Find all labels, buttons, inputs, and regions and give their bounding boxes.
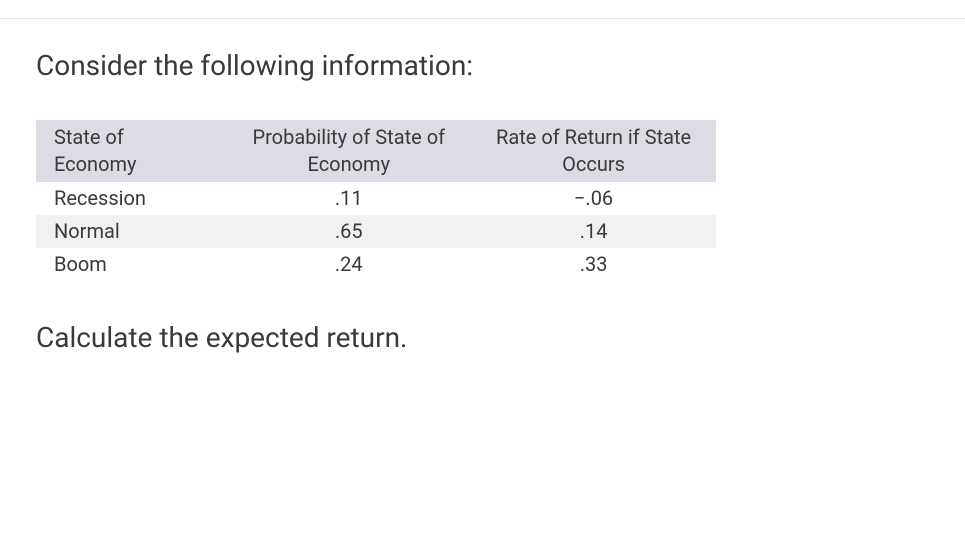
cell-rate: .14 — [471, 215, 716, 248]
cell-state: Recession — [36, 182, 226, 215]
col-header-prob: Probability of State of Economy — [226, 120, 471, 182]
cell-prob: .24 — [226, 248, 471, 281]
table-row: Normal .65 .14 — [36, 215, 716, 248]
col-header-rate-line2: Occurs — [481, 151, 706, 178]
table-row: Recession .11 −.06 — [36, 182, 716, 215]
col-header-state-line1: State of — [54, 124, 216, 151]
col-header-rate: Rate of Return if State Occurs — [471, 120, 716, 182]
question-prompt: Calculate the expected return. — [36, 321, 929, 354]
cell-prob: .11 — [226, 182, 471, 215]
col-header-state-line2: Economy — [54, 151, 216, 178]
col-header-prob-line1: Probability of State of — [236, 124, 461, 151]
table-row: Boom .24 .33 — [36, 248, 716, 281]
cell-state: Normal — [36, 215, 226, 248]
col-header-rate-line1: Rate of Return if State — [481, 124, 706, 151]
col-header-prob-line2: Economy — [236, 151, 461, 178]
cell-prob: .65 — [226, 215, 471, 248]
question-heading: Consider the following information: — [36, 49, 929, 82]
table-header-row: State of Economy Probability of State of… — [36, 120, 716, 182]
question-content: Consider the following information: Stat… — [0, 19, 965, 354]
data-table: State of Economy Probability of State of… — [36, 120, 716, 281]
cell-rate: .33 — [471, 248, 716, 281]
cell-state: Boom — [36, 248, 226, 281]
col-header-state: State of Economy — [36, 120, 226, 182]
cell-rate: −.06 — [471, 182, 716, 215]
